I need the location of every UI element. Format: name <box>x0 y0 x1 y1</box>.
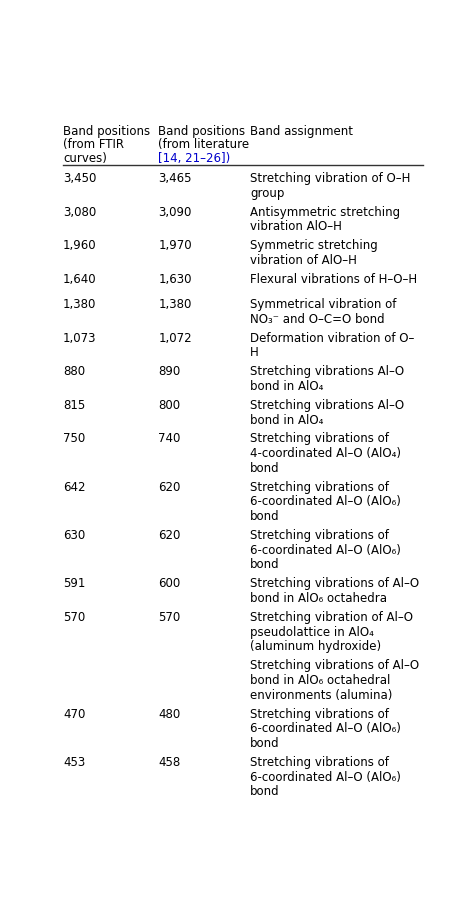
Text: 1,073: 1,073 <box>63 332 96 345</box>
Text: 458: 458 <box>158 755 181 769</box>
Text: 880: 880 <box>63 365 85 378</box>
Text: 570: 570 <box>63 611 85 624</box>
Text: 1,640: 1,640 <box>63 273 97 285</box>
Text: vibration of AlO–H: vibration of AlO–H <box>250 254 357 267</box>
Text: 630: 630 <box>63 529 85 542</box>
Text: Band positions: Band positions <box>158 125 246 138</box>
Text: 6-coordinated Al–O (AlO₆): 6-coordinated Al–O (AlO₆) <box>250 495 401 508</box>
Text: Symmetric stretching: Symmetric stretching <box>250 239 378 253</box>
Text: bond in AlO₆ octahedral: bond in AlO₆ octahedral <box>250 674 391 687</box>
Text: Symmetrical vibration of: Symmetrical vibration of <box>250 298 397 311</box>
Text: NO₃⁻ and O–C=O bond: NO₃⁻ and O–C=O bond <box>250 313 385 325</box>
Text: Stretching vibrations Al–O: Stretching vibrations Al–O <box>250 399 404 412</box>
Text: Deformation vibration of O–: Deformation vibration of O– <box>250 332 415 345</box>
Text: curves): curves) <box>63 152 107 165</box>
Text: bond in AlO₄: bond in AlO₄ <box>250 414 324 426</box>
Text: 480: 480 <box>158 707 181 721</box>
Text: 570: 570 <box>158 611 181 624</box>
Text: 800: 800 <box>158 399 181 412</box>
Text: 1,072: 1,072 <box>158 332 192 345</box>
Text: bond in AlO₆ octahedra: bond in AlO₆ octahedra <box>250 592 387 605</box>
Text: (from literature: (from literature <box>158 138 249 152</box>
Text: bond: bond <box>250 510 280 524</box>
Text: 453: 453 <box>63 755 85 769</box>
Text: 1,630: 1,630 <box>158 273 192 285</box>
Text: pseudolattice in AlO₄: pseudolattice in AlO₄ <box>250 625 374 639</box>
Text: 620: 620 <box>158 529 181 542</box>
Text: 6-coordinated Al–O (AlO₆): 6-coordinated Al–O (AlO₆) <box>250 771 401 784</box>
Text: [14, 21–26]): [14, 21–26]) <box>158 152 231 165</box>
Text: Stretching vibrations of Al–O: Stretching vibrations of Al–O <box>250 659 419 673</box>
Text: 3,090: 3,090 <box>158 205 192 219</box>
Text: Band positions: Band positions <box>63 125 150 138</box>
Text: Stretching vibrations of Al–O: Stretching vibrations of Al–O <box>250 577 419 590</box>
Text: 6-coordinated Al–O (AlO₆): 6-coordinated Al–O (AlO₆) <box>250 723 401 735</box>
Text: 815: 815 <box>63 399 85 412</box>
Text: bond: bond <box>250 737 280 750</box>
Text: bond: bond <box>250 462 280 474</box>
Text: 1,960: 1,960 <box>63 239 97 253</box>
Text: 600: 600 <box>158 577 181 590</box>
Text: 1,380: 1,380 <box>63 298 96 311</box>
Text: (from FTIR: (from FTIR <box>63 138 124 152</box>
Text: 642: 642 <box>63 481 85 494</box>
Text: Stretching vibrations of: Stretching vibrations of <box>250 433 389 445</box>
Text: Stretching vibration of Al–O: Stretching vibration of Al–O <box>250 611 413 624</box>
Text: 1,380: 1,380 <box>158 298 192 311</box>
Text: 3,465: 3,465 <box>158 172 192 185</box>
Text: 470: 470 <box>63 707 85 721</box>
Text: Stretching vibrations of: Stretching vibrations of <box>250 529 389 542</box>
Text: 6-coordinated Al–O (AlO₆): 6-coordinated Al–O (AlO₆) <box>250 544 401 556</box>
Text: group: group <box>250 186 285 200</box>
Text: 591: 591 <box>63 577 85 590</box>
Text: 3,450: 3,450 <box>63 172 96 185</box>
Text: Stretching vibrations of: Stretching vibrations of <box>250 755 389 769</box>
Text: Antisymmetric stretching: Antisymmetric stretching <box>250 205 401 219</box>
Text: vibration AlO–H: vibration AlO–H <box>250 220 342 234</box>
Text: (aluminum hydroxide): (aluminum hydroxide) <box>250 640 382 654</box>
Text: Stretching vibrations of: Stretching vibrations of <box>250 707 389 721</box>
Text: bond: bond <box>250 558 280 572</box>
Text: Flexural vibrations of H–O–H: Flexural vibrations of H–O–H <box>250 273 418 285</box>
Text: bond: bond <box>250 785 280 798</box>
Text: H: H <box>250 346 259 359</box>
Text: 620: 620 <box>158 481 181 494</box>
Text: Stretching vibrations Al–O: Stretching vibrations Al–O <box>250 365 404 378</box>
Text: 1,970: 1,970 <box>158 239 192 253</box>
Text: bond in AlO₄: bond in AlO₄ <box>250 380 324 393</box>
Text: Stretching vibration of O–H: Stretching vibration of O–H <box>250 172 410 185</box>
Text: 750: 750 <box>63 433 85 445</box>
Text: Stretching vibrations of: Stretching vibrations of <box>250 481 389 494</box>
Text: 740: 740 <box>158 433 181 445</box>
Text: 3,080: 3,080 <box>63 205 96 219</box>
Text: environments (alumina): environments (alumina) <box>250 689 392 702</box>
Text: 4-coordinated Al–O (AlO₄): 4-coordinated Al–O (AlO₄) <box>250 447 401 460</box>
Text: Band assignment: Band assignment <box>250 125 353 138</box>
Text: 890: 890 <box>158 365 181 378</box>
